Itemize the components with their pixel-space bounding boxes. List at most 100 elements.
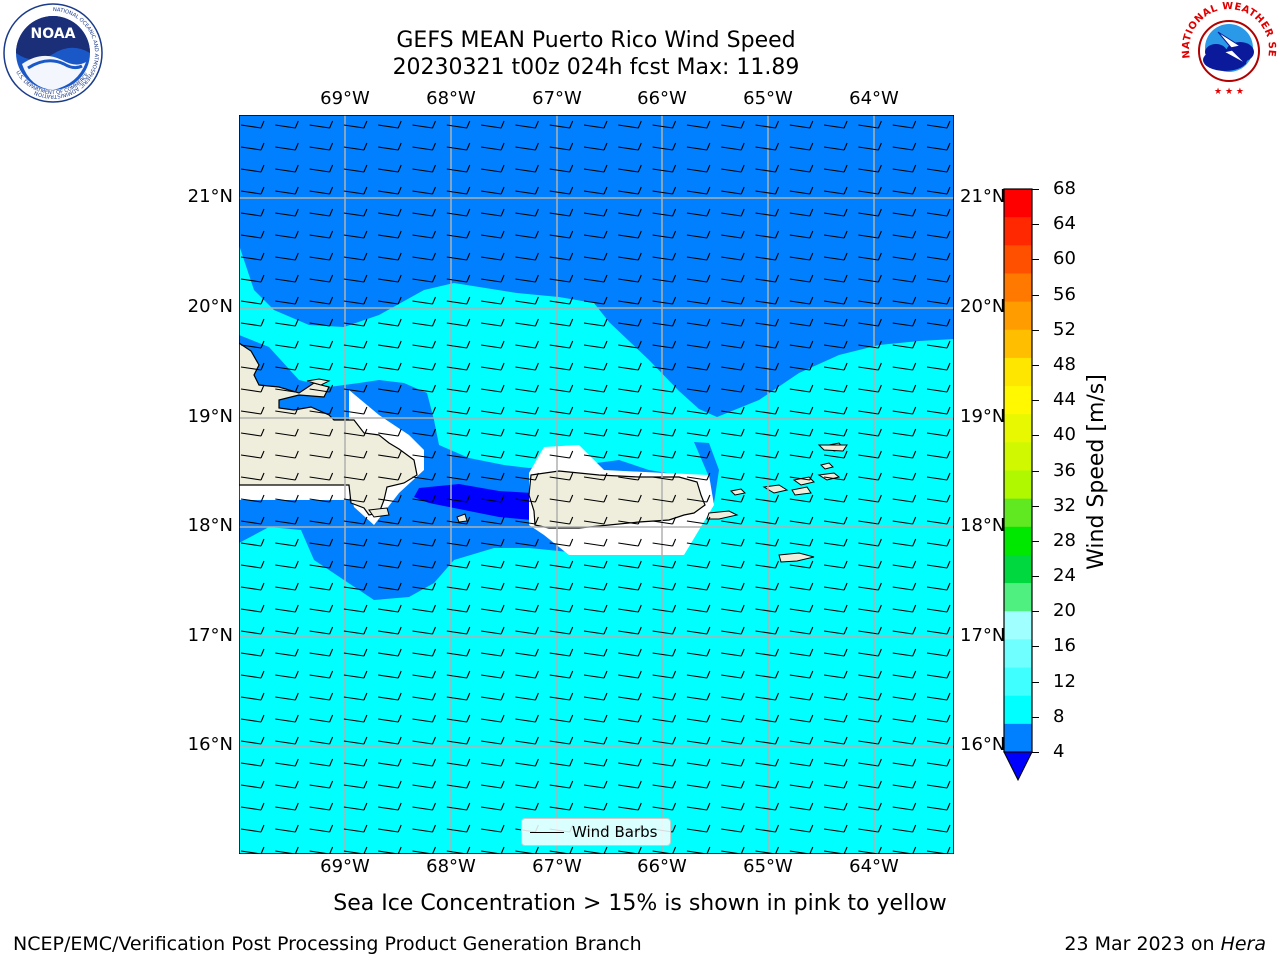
colorbar-segment: [1004, 695, 1032, 725]
wind-barb: [789, 164, 814, 173]
wind-barb: [515, 120, 539, 129]
wind-barb: [755, 538, 780, 547]
wind-barb: [721, 626, 745, 635]
wind-barb: [275, 626, 299, 635]
wind-barb: [824, 758, 848, 767]
wind-barb: [549, 670, 574, 679]
colorbar-tick-label: 64: [1053, 213, 1076, 235]
wind-barb: [789, 626, 814, 635]
wind-barb: [275, 208, 299, 217]
wind-barb: [824, 670, 848, 679]
colorbar-tick-label: 60: [1053, 248, 1076, 270]
wind-barb: [926, 164, 951, 173]
wind-barb: [926, 274, 951, 283]
colorbar-tick-mark: [1032, 329, 1039, 331]
wind-barb: [858, 560, 882, 569]
wind-barb: [618, 780, 642, 789]
wind-barb: [686, 208, 711, 217]
wind-barb: [926, 208, 951, 217]
wind-barb: [583, 802, 608, 811]
wind-barb: [789, 648, 814, 657]
wind-barb: [309, 340, 334, 349]
wind-barb: [858, 802, 882, 811]
wind-barb: [515, 186, 539, 195]
wind-barb: [275, 252, 299, 261]
wind-barb: [549, 208, 574, 217]
wind-barb: [858, 406, 882, 415]
wind-barb: [686, 538, 711, 547]
wind-barb: [721, 802, 745, 811]
wind-barb: [583, 582, 608, 591]
wind-barb: [343, 208, 368, 217]
wind-barb: [824, 780, 848, 789]
wind-barb: [309, 230, 334, 239]
wind-barb: [343, 780, 368, 789]
wind-barb: [446, 252, 471, 261]
wind-barb: [618, 604, 642, 613]
map-legend: Wind Barbs: [521, 818, 671, 846]
wind-barb: [892, 516, 917, 525]
wind-barb: [618, 428, 642, 437]
wind-barb: [824, 274, 848, 283]
wind-barb: [309, 186, 334, 195]
colorbar-tick-mark: [1032, 435, 1039, 437]
colorbar-segment: [1004, 470, 1032, 500]
wind-barb: [583, 428, 608, 437]
wind-barb: [481, 120, 505, 129]
wind-barb: [926, 318, 951, 327]
wind-barb: [343, 406, 368, 415]
wind-barb: [686, 120, 711, 129]
wind-barb: [858, 450, 882, 459]
wind-barb: [446, 406, 471, 415]
wind-barb: [892, 406, 917, 415]
wind-barb: [378, 604, 402, 613]
wind-barb: [892, 758, 917, 767]
colorbar-segment: [1004, 554, 1032, 584]
wind-barb: [583, 736, 608, 745]
wind-barb: [755, 340, 780, 349]
wind-barb: [343, 120, 368, 129]
wind-barb: [549, 318, 574, 327]
wind-barb: [926, 758, 951, 767]
colorbar-tick-label: 68: [1053, 178, 1076, 199]
colorbar-extend-arrow: [1003, 751, 1033, 782]
wind-barb: [549, 714, 574, 723]
wind-barb: [446, 208, 471, 217]
wind-barb: [343, 428, 368, 437]
wind-barb: [275, 406, 299, 415]
colorbar-tick-mark: [1032, 752, 1039, 753]
wind-barb: [481, 252, 505, 261]
wind-barb: [275, 164, 299, 173]
wind-barb: [481, 516, 505, 525]
wind-barb: [378, 362, 402, 371]
wind-barb: [926, 802, 951, 811]
wind-barb: [926, 142, 951, 151]
wind-barb: [652, 714, 677, 723]
wind-barb: [343, 538, 368, 547]
wind-barb: [481, 362, 505, 371]
wind-barb: [755, 494, 780, 503]
wind-barb: [686, 692, 711, 701]
wind-barb: [686, 340, 711, 349]
wind-barb: [583, 494, 608, 503]
colorbar-segment: [1004, 414, 1032, 443]
wind-barb: [275, 186, 299, 195]
wind-barb: [378, 230, 402, 239]
colorbar-tick-label: 20: [1053, 600, 1076, 622]
wind-barb: [858, 252, 882, 261]
wind-barb: [652, 670, 677, 679]
wind-barb: [515, 692, 539, 701]
wind-barb: [275, 538, 299, 547]
wind-barb: [343, 824, 368, 833]
wind-barb: [824, 604, 848, 613]
wind-barb: [515, 758, 539, 767]
wind-barb: [755, 274, 780, 283]
wind-barb: [652, 626, 677, 635]
wind-barb: [343, 362, 368, 371]
wind-barb: [824, 648, 848, 657]
wind-barb: [926, 340, 951, 349]
wind-barb: [892, 582, 917, 591]
colorbar-tick-mark: [1032, 505, 1039, 507]
wind-barb: [549, 450, 574, 459]
wind-barb: [343, 274, 368, 283]
